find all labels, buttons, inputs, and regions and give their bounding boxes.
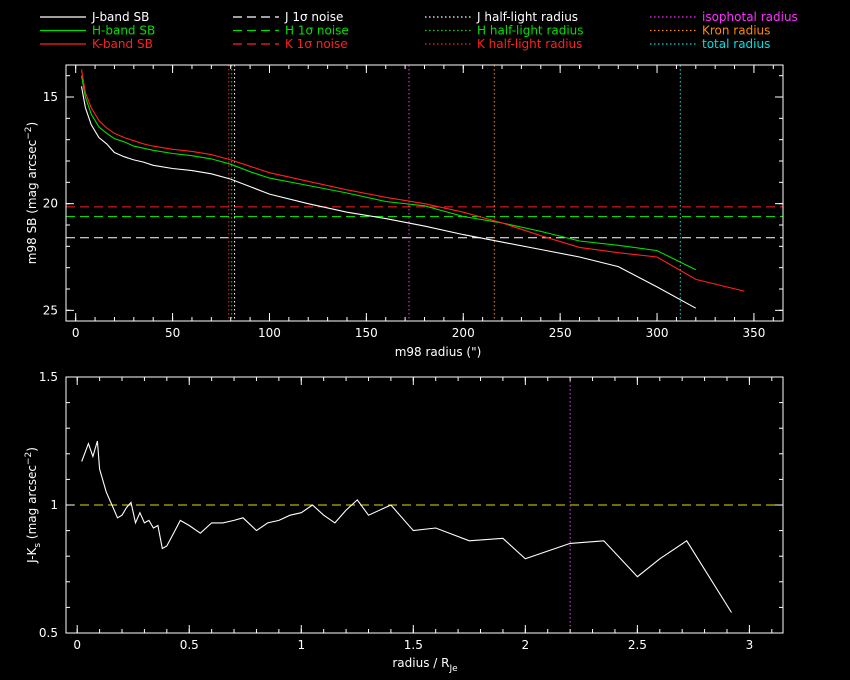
color-ytick-label: 1.5 [39,370,58,384]
legend-label-kron-radius: Kron radius [702,24,770,38]
color-x-axis-label: radius / RJe [392,656,458,674]
legend-label-h-1sigma-noise: H 1σ noise [285,24,349,38]
color-xtick-label: 1 [297,638,305,652]
legend-label-k-half-light-radius: K half-light radius [477,37,582,51]
color-y-axis-label-mid: (mag arcsec [25,465,39,543]
legend-label-j-band-sb: J-band SB [91,10,149,24]
color-axes: 0 0.5 1 1.5 2 2.5 3 0.5 1 1.5 [39,370,783,652]
sb-axes: 0 50 100 150 200 250 300 350 15 20 25 [43,65,783,340]
legend-label-k-1sigma-noise: K 1σ noise [285,37,348,51]
legend-label-isophotal-radius: isophotal radius [702,10,798,24]
sb-series-j-band-sb [80,86,697,309]
sb-ytick-label: 25 [43,303,58,317]
sb-xtick-label: 0 [72,326,80,340]
legend-label-total-radius: total radius [702,37,770,51]
color-y-axis-label: J-Ks (mag arcsec−2) [24,447,43,564]
color-series-j-k [81,440,732,613]
sb-ytick-label: 20 [43,197,58,211]
sb-y-axis-label-sup: −2 [24,126,34,139]
color-y-axis-label-sup: −2 [24,452,34,465]
sb-xtick-label: 200 [452,326,475,340]
color-xtick-label: 2 [522,638,530,652]
sb-xtick-label: 100 [258,326,281,340]
sb-profile-panel: 0 50 100 150 200 250 300 350 15 20 25 m98 radius (… [24,64,784,359]
color-profile-panel: 0 0.5 1 1.5 2 2.5 3 0.5 1 1.5 radius / RJe J-Ks (… [24,370,784,674]
legend-label-k-band-sb: K-band SB [92,37,153,51]
color-x-axis-label-main: radius / R [392,656,449,670]
legend-label-h-half-light-radius: H half-light radius [477,24,584,38]
color-ytick-label: 1 [50,498,58,512]
color-xtick-label: 0.5 [180,638,199,652]
color-xtick-label: 1.5 [404,638,423,652]
color-plot-area [66,377,783,633]
sb-series-k-band-sb [80,69,745,292]
sb-y-axis-label-main: m98 SB (mag arcsec [25,140,39,264]
sb-plot-area [66,65,783,321]
legend-label-j-half-light-radius: J half-light radius [476,10,578,24]
legend-label-j-1sigma-noise: J 1σ noise [284,10,343,24]
color-x-axis-label-sub: Je [448,664,458,674]
sb-y-axis-label: m98 SB (mag arcsec−2) [24,122,39,264]
color-ytick-label: 0.5 [39,626,58,640]
sb-y-axis-label-end: ) [25,122,39,127]
color-y-axis-label-main: J-K [25,546,39,563]
color-y-axis-label-close: ) [25,447,39,452]
sb-xtick-label: 150 [355,326,378,340]
legend-label-h-band-sb: H-band SB [92,24,155,38]
sb-xtick-label: 50 [165,326,180,340]
sb-xtick-label: 350 [742,326,765,340]
color-xtick-label: 2.5 [628,638,647,652]
color-y-axis-label-sub: s [33,543,43,548]
color-xtick-label: 3 [746,638,754,652]
sb-series-h-band-sb [80,75,697,271]
sb-ytick-label: 15 [43,90,58,104]
sb-xtick-label: 300 [646,326,669,340]
sb-x-axis-label: m98 radius (") [395,345,482,359]
sb-plot-frame [65,64,784,322]
sb-xtick-label: 250 [549,326,572,340]
color-xtick-label: 0 [73,638,81,652]
